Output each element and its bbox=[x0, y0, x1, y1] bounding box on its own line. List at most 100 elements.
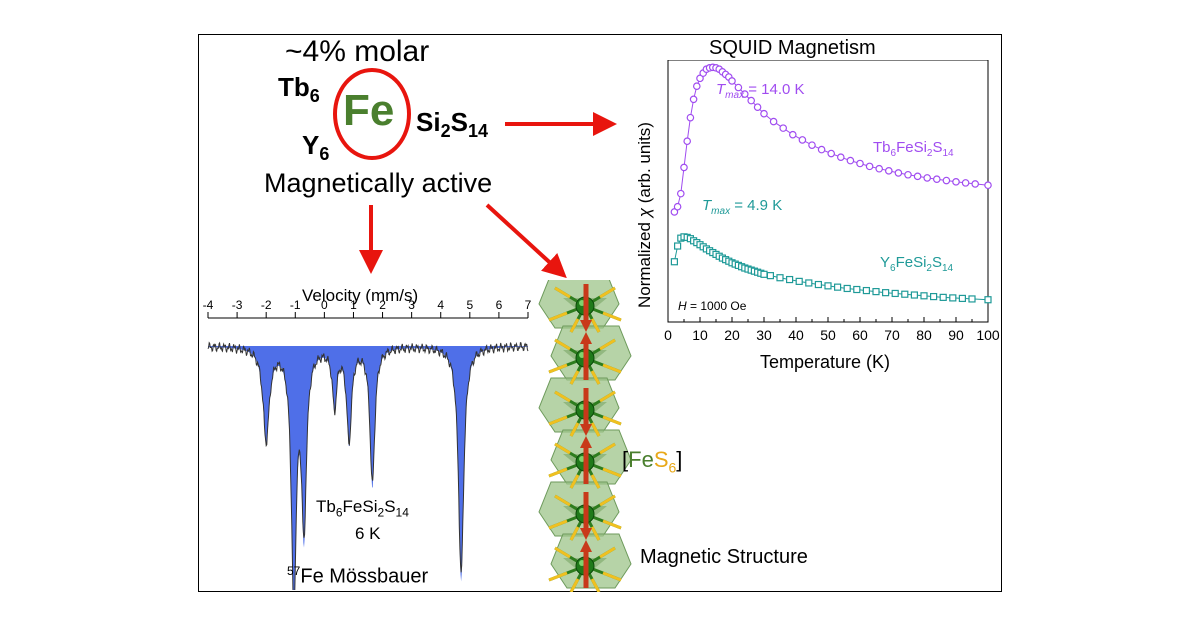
data-point bbox=[795, 277, 803, 285]
si-s-label: Si2S14 bbox=[416, 107, 488, 142]
data-point bbox=[846, 156, 855, 165]
data-point bbox=[734, 83, 743, 92]
data-point bbox=[872, 288, 880, 296]
fe-s-bond-s-end bbox=[599, 442, 616, 455]
y-axis-title: Normalized χ (arb. units) bbox=[635, 122, 654, 308]
data-point bbox=[693, 82, 701, 91]
spin-arrow-head bbox=[580, 424, 592, 436]
fe-s-bond-s-end bbox=[599, 494, 616, 507]
magnetically-active-label: Magnetically active bbox=[264, 168, 493, 198]
data-point bbox=[853, 285, 861, 294]
data-point bbox=[766, 272, 774, 280]
tmax-label-y: Tmax = 4.9 K bbox=[702, 197, 782, 217]
data-point bbox=[741, 90, 749, 98]
mossbauer-fit bbox=[208, 346, 528, 590]
spin-arrow-head bbox=[580, 332, 592, 344]
data-point bbox=[968, 295, 976, 303]
data-point bbox=[843, 284, 851, 293]
data-point bbox=[779, 124, 788, 132]
fe-s-bond-s-end bbox=[590, 318, 601, 333]
arrow-to-structure bbox=[485, 203, 567, 279]
fe-s-bond-s-end bbox=[554, 390, 571, 403]
velocity-axis-title: Velocity (mm/s) bbox=[302, 286, 419, 305]
data-point bbox=[865, 162, 874, 171]
fe-s-bond-s-end bbox=[569, 318, 580, 333]
spin-arrow-head bbox=[580, 320, 592, 332]
data-point bbox=[932, 175, 941, 184]
data-point bbox=[875, 164, 884, 173]
series-label-y: Y6FeSi2S14 bbox=[880, 254, 954, 274]
fe-s-bond-s-end bbox=[599, 286, 616, 299]
fe-s-bond-s-end bbox=[599, 390, 616, 403]
x-tick-label: 90 bbox=[948, 327, 964, 343]
fe-s-bond-s-end bbox=[602, 415, 622, 426]
mossbauer-spectrum: -4 -3 -2 -1 0 1 2 3 4 5 6 7 bbox=[203, 300, 532, 590]
fe-s-bond-s-end bbox=[602, 571, 622, 582]
fe-s-bond-s-end bbox=[569, 370, 580, 385]
fe-s-bond-s-end bbox=[569, 526, 580, 541]
fe-s-bond-s-end bbox=[548, 519, 568, 530]
fe-s-bond-s-end bbox=[602, 467, 622, 478]
fe-s-bond-s-end bbox=[599, 546, 616, 559]
fe-s-bond-s-end bbox=[590, 474, 601, 489]
data-point bbox=[673, 242, 682, 250]
chart-title: SQUID Magnetism bbox=[709, 37, 876, 59]
data-point bbox=[901, 290, 909, 298]
mossbauer-caption: 57Fe Mössbauer bbox=[287, 564, 429, 588]
molar-label: ~4% molar bbox=[285, 35, 430, 68]
data-point bbox=[808, 141, 816, 149]
velocity-tick-label: 0 bbox=[321, 300, 328, 312]
spin-arrow-head bbox=[580, 540, 592, 552]
mossbauer-compound: Tb6FeSi2S14 bbox=[316, 497, 409, 520]
x-tick-label: 10 bbox=[692, 327, 708, 343]
data-point bbox=[670, 258, 679, 266]
data-point bbox=[949, 294, 957, 302]
fes6-chain-structure bbox=[538, 280, 632, 592]
data-point bbox=[856, 159, 864, 168]
fe-s-bond-s-end bbox=[602, 519, 622, 530]
fes6-label: [FeS6] bbox=[622, 447, 683, 476]
data-point bbox=[769, 117, 778, 126]
fe-label: Fe bbox=[343, 86, 395, 135]
fe-s-bond-s-end bbox=[569, 422, 580, 437]
fe-s-bond-s-end bbox=[554, 494, 571, 507]
velocity-tick-label: 5 bbox=[466, 300, 473, 312]
x-tick-label: 0 bbox=[664, 327, 672, 343]
data-point bbox=[680, 163, 688, 172]
data-point bbox=[824, 282, 832, 290]
data-point bbox=[952, 178, 960, 186]
fe-s-bond-s-end bbox=[590, 370, 601, 385]
data-point bbox=[776, 274, 784, 282]
data-point bbox=[747, 96, 756, 105]
x-tick-label: 20 bbox=[724, 327, 740, 343]
tmax-label-tb: Tmax = 14.0 K bbox=[716, 81, 805, 101]
velocity-tick-label: 7 bbox=[525, 300, 532, 312]
velocity-tick-label: -4 bbox=[203, 300, 214, 312]
fe-s-bond-s-end bbox=[548, 415, 568, 426]
data-point bbox=[817, 145, 826, 154]
spin-arrow-head bbox=[580, 528, 592, 540]
x-tick-label: 40 bbox=[788, 327, 804, 343]
data-point bbox=[760, 109, 768, 118]
spin-arrow-head bbox=[580, 436, 592, 448]
fe-s-bond-s-end bbox=[548, 311, 568, 322]
data-point bbox=[913, 172, 922, 181]
fe-s-bond-s-end bbox=[569, 474, 580, 489]
data-point bbox=[971, 180, 980, 188]
structure-caption: Magnetic Structure bbox=[640, 546, 808, 568]
data-point bbox=[805, 279, 813, 287]
data-point bbox=[676, 189, 685, 198]
data-point bbox=[920, 292, 928, 300]
x-tick-label: 60 bbox=[852, 327, 868, 343]
x-tick-label: 70 bbox=[884, 327, 900, 343]
fe-s-bond-s-end bbox=[554, 546, 571, 559]
mossbauer-temperature: 6 K bbox=[355, 524, 381, 543]
fe-s-bond-s-end bbox=[554, 286, 571, 299]
data-point bbox=[753, 103, 762, 111]
x-axis-title: Temperature (K) bbox=[760, 352, 890, 372]
data-point bbox=[958, 294, 966, 303]
fe-s-bond-s-end bbox=[590, 578, 601, 592]
x-tick-label: 30 bbox=[756, 327, 772, 343]
velocity-tick-label: -1 bbox=[290, 300, 301, 312]
y-label: Y6 bbox=[302, 130, 330, 165]
